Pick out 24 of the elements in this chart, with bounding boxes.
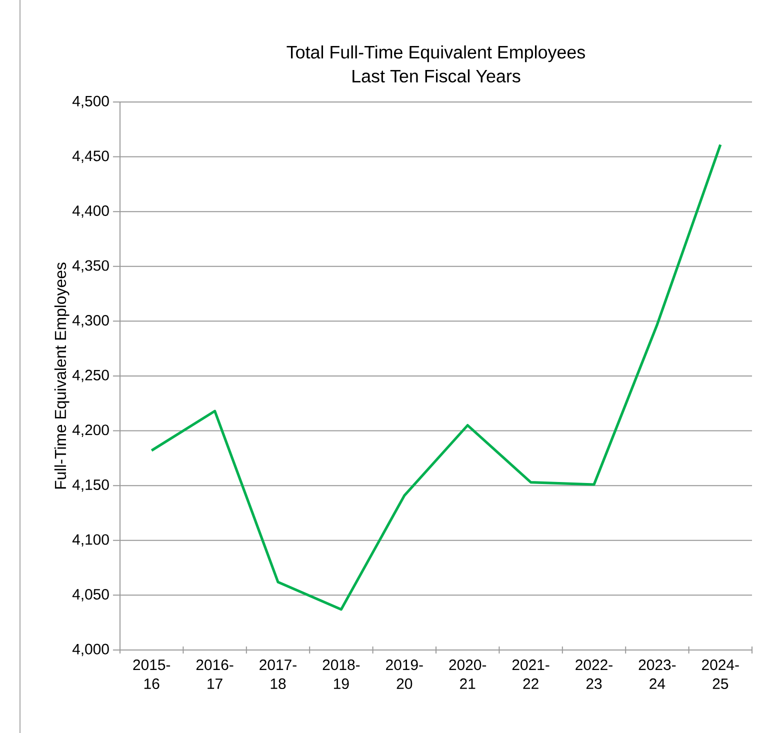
y-tick-label: 4,400: [72, 205, 109, 218]
x-tick-label: 2024-25: [702, 660, 739, 690]
x-tick-label: 2022-23: [576, 660, 612, 690]
y-tick-label: 4,100: [72, 534, 109, 547]
x-tick-label: 2015-16: [133, 660, 170, 690]
y-tick-label: 4,250: [72, 370, 109, 382]
x-tick-label: 2023-24: [638, 660, 676, 689]
y-tick-label: 4,500: [72, 96, 109, 108]
y-tick-label: 4,450: [72, 150, 109, 163]
line-series: [150, 143, 722, 611]
y-tick-label: 4,150: [72, 479, 109, 492]
y-tick-label: 4,350: [72, 260, 109, 273]
y-tick-label: 4,200: [72, 424, 109, 437]
x-tick-label: 2019-20: [386, 660, 423, 690]
x-tick-label: 2018-19: [322, 660, 360, 690]
chart-title: Total Full-Time Equivalent Employees Last Ten Fiscal Years: [286, 45, 585, 82]
x-tick-label: 2016-17: [196, 660, 234, 689]
x-tick-label: 2020-21: [449, 660, 486, 689]
x-tick-label: 2021-22: [512, 660, 550, 689]
y-axis-title: Full-Time Equivalent Employees: [54, 262, 70, 489]
x-tick-label: 2017-18: [260, 660, 296, 690]
y-tick-label: 4,050: [72, 589, 109, 602]
y-tick-label: 4,300: [72, 315, 109, 328]
y-tick-label: 4,000: [72, 644, 109, 656]
